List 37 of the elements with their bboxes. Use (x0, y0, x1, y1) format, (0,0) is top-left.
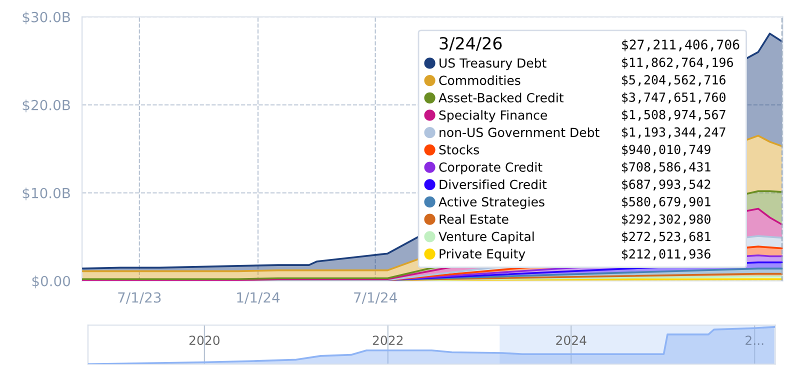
y-tick-label: $20.0B (22, 100, 70, 112)
annotation: $3,747,651,760 (622, 92, 726, 104)
x-tick-label: 7/1/24 (354, 292, 397, 304)
legend-label: Corporate Credit (439, 162, 542, 174)
annotation: $580,679,901 (622, 196, 710, 208)
x-tick-label: 2... (746, 336, 764, 345)
annotation: $940,010,749 (622, 144, 710, 156)
legend-label: Commodities (439, 75, 520, 86)
legend-label: non-US Government Debt (440, 127, 600, 138)
legend-label: US Treasury Debt (440, 58, 546, 70)
legend-label: Specialty Finance (439, 110, 547, 122)
legend-label: Stocks (439, 144, 480, 154)
x-tick-label: 7/1/23 (118, 292, 161, 304)
annotation: $11,862,764,196 (622, 57, 733, 69)
legend-label: Real Estate (440, 214, 508, 224)
legend-label: Venture Capital (438, 232, 534, 244)
annotation: $27,211,406,706 (622, 39, 740, 52)
annotation: $687,993,542 (622, 179, 710, 191)
annotation: $292,302,980 (622, 214, 710, 226)
y-tick-label: $10.0B (22, 188, 70, 200)
annotation: $1,193,344,247 (622, 127, 726, 138)
annotation: $1,508,974,567 (622, 110, 726, 121)
legend-label: Private Equity (440, 248, 526, 261)
legend-label: Active Strategies (438, 196, 544, 209)
x-tick-label: 2024 (556, 336, 586, 346)
x-tick-label: 2022 (372, 336, 403, 346)
x-tick-label: 1/1/24 (237, 292, 280, 304)
annotation: $272,523,681 (622, 232, 710, 243)
annotation: $5,204,562,716 (622, 74, 726, 86)
y-tick-label: $0.00 (32, 276, 70, 288)
legend-label: Diversified Credit (440, 180, 547, 190)
y-tick-label: $30.0B (22, 12, 70, 24)
annotation: $708,586,431 (622, 162, 710, 174)
annotation: $212,011,936 (622, 248, 710, 260)
x-tick-label: 2020 (189, 336, 220, 346)
annotation: 3/24/26 (440, 36, 502, 51)
legend-label: Asset-Backed Credit (438, 92, 564, 102)
